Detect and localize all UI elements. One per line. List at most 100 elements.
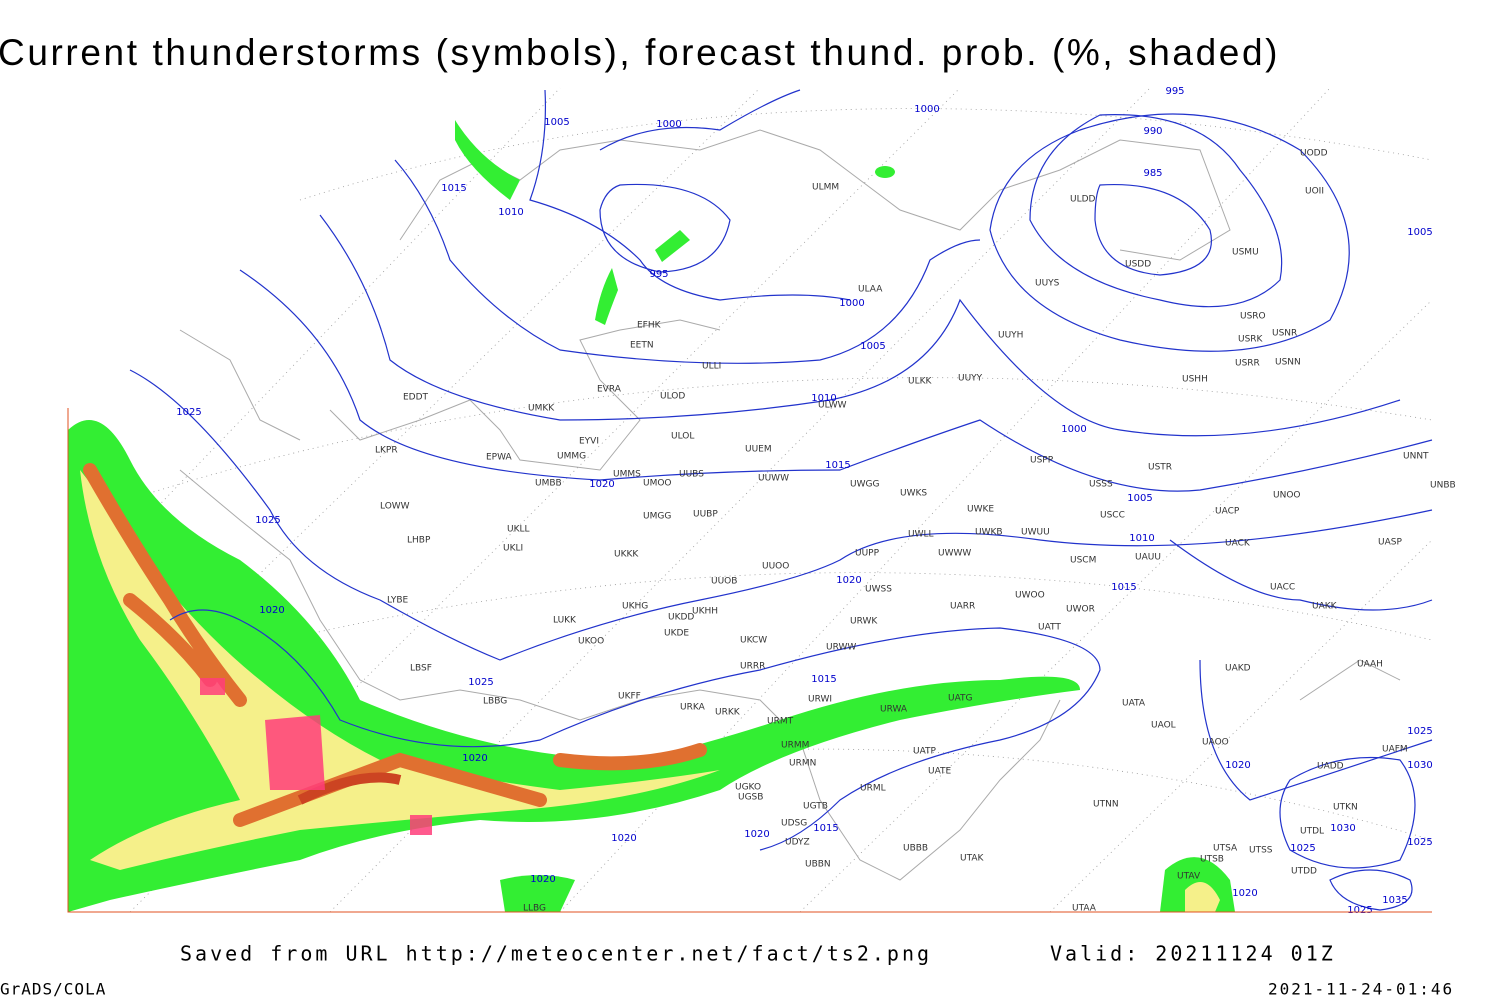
station-label: EPWA	[486, 453, 513, 463]
station-label: UUOO	[762, 562, 789, 572]
station-label: UWGG	[850, 480, 879, 490]
station-label: UNNT	[1403, 452, 1429, 462]
station-label: UAKK	[1312, 602, 1338, 612]
station-label: URWK	[850, 617, 878, 627]
isobar-label: 1000	[839, 298, 864, 309]
station-label: UKCW	[740, 636, 767, 646]
station-label: UATE	[928, 767, 952, 777]
station-label: USRR	[1235, 359, 1260, 369]
station-label: URMN	[789, 759, 816, 769]
isobar-label: 1020	[1225, 760, 1250, 771]
station-label: UTSS	[1249, 846, 1273, 856]
station-label: UAOO	[1202, 738, 1229, 748]
station-label: LHBP	[407, 536, 431, 546]
station-label: URWA	[880, 705, 908, 715]
station-label: UNBB	[1430, 481, 1456, 491]
isobar-label: 1025	[468, 677, 493, 688]
timestamp: 2021-11-24-01:46	[1268, 980, 1454, 999]
isobar-label: 1020	[462, 753, 487, 764]
station-label: UTAA	[1072, 904, 1097, 914]
station-label: UGKO	[735, 783, 761, 793]
station-label: UTDD	[1291, 867, 1317, 877]
station-label: UUOB	[711, 577, 737, 587]
station-label: UODD	[1300, 149, 1328, 159]
station-label: USTR	[1148, 463, 1172, 473]
station-label: UKHH	[692, 607, 718, 617]
station-label: USCC	[1100, 511, 1125, 521]
graticule	[67, 87, 1433, 913]
isobar-label: 1035	[1382, 895, 1407, 906]
station-label: USNR	[1272, 329, 1297, 339]
isobar-label: 990	[1143, 126, 1162, 137]
isobar-label: 1010	[1129, 533, 1154, 544]
station-label: UDSG	[781, 819, 807, 829]
station-label: LBSF	[410, 664, 432, 674]
station-label: ULMM	[812, 183, 839, 193]
station-label: UKLI	[503, 544, 523, 554]
station-label: UWLL	[908, 530, 934, 540]
station-label: USDD	[1125, 260, 1151, 270]
isobar-label: 1025	[1407, 837, 1432, 848]
isobar-label: 1020	[611, 833, 636, 844]
station-label: EDDT	[403, 393, 429, 403]
station-label: UDYZ	[785, 838, 810, 848]
isobar-label: 1020	[836, 575, 861, 586]
station-label: UATA	[1122, 699, 1146, 709]
station-label: URML	[860, 784, 886, 794]
station-label: ULKK	[908, 377, 933, 387]
isobar-label: 1030	[1330, 823, 1355, 834]
isobar-label: 1010	[811, 393, 836, 404]
station-label: UMGG	[643, 512, 671, 522]
station-label: URWI	[808, 695, 832, 705]
station-label: UATG	[948, 694, 973, 704]
station-label: ULAA	[858, 285, 883, 295]
station-label: USMU	[1232, 248, 1259, 258]
station-label: LKPR	[375, 446, 398, 456]
station-label: UWOO	[1015, 591, 1045, 601]
station-label: UTAK	[960, 854, 985, 864]
station-label: EFHK	[637, 321, 662, 331]
station-label: UUBS	[679, 470, 704, 480]
station-label: UUYH	[998, 331, 1023, 341]
station-label: UAFM	[1382, 745, 1408, 755]
source-url: Saved from URL http://meteocenter.net/fa…	[180, 942, 932, 966]
station-label: UADD	[1317, 762, 1344, 772]
station-label: ULOD	[660, 392, 685, 402]
station-label: ULWW	[818, 401, 847, 411]
station-label: UGTB	[803, 802, 828, 812]
station-label: UATP	[913, 747, 937, 757]
station-label: EVRA	[597, 385, 622, 395]
station-label: LUKK	[553, 616, 577, 626]
station-label: EETN	[630, 341, 654, 351]
station-label: UBBN	[805, 860, 831, 870]
map-frame	[67, 408, 1432, 913]
station-label: UWOR	[1066, 605, 1095, 615]
station-labels: ULMM ULDD UODD UOII ULAA UUYS USDD USMU EFHK EETN…	[375, 149, 1456, 914]
station-label: ULLI	[702, 362, 721, 372]
isobar-labels: 1005 1000 995 1000 990 985 1015 1010 995 1000 1005…	[176, 86, 1432, 916]
station-label: USSS	[1089, 480, 1113, 490]
station-label: UKDE	[664, 629, 689, 639]
station-label: UTNN	[1093, 800, 1119, 810]
isobar-label: 1020	[259, 605, 284, 616]
isobar-label: 1025	[1407, 726, 1432, 737]
software: GrADS/COLA	[0, 980, 106, 999]
station-label: UACC	[1270, 583, 1295, 593]
valid-time: Valid: 20211124 01Z	[1050, 942, 1336, 966]
station-label: UKLL	[507, 525, 530, 535]
station-label: UMOO	[643, 479, 672, 489]
station-label: URRR	[740, 662, 765, 672]
isobar-label: 1005	[544, 117, 569, 128]
station-label: LLBG	[523, 904, 546, 914]
station-label: URMT	[767, 717, 794, 727]
isobar-label: 1005	[1407, 227, 1432, 238]
isobar-label: 1025	[255, 515, 280, 526]
station-label: UTKN	[1333, 803, 1358, 813]
station-label: UMBB	[535, 479, 562, 489]
isobar-label: 985	[1143, 168, 1162, 179]
station-label: UUWW	[758, 474, 789, 484]
station-label: UKDD	[668, 613, 694, 623]
station-label: URMM	[781, 741, 809, 751]
station-label: URKA	[680, 703, 706, 713]
